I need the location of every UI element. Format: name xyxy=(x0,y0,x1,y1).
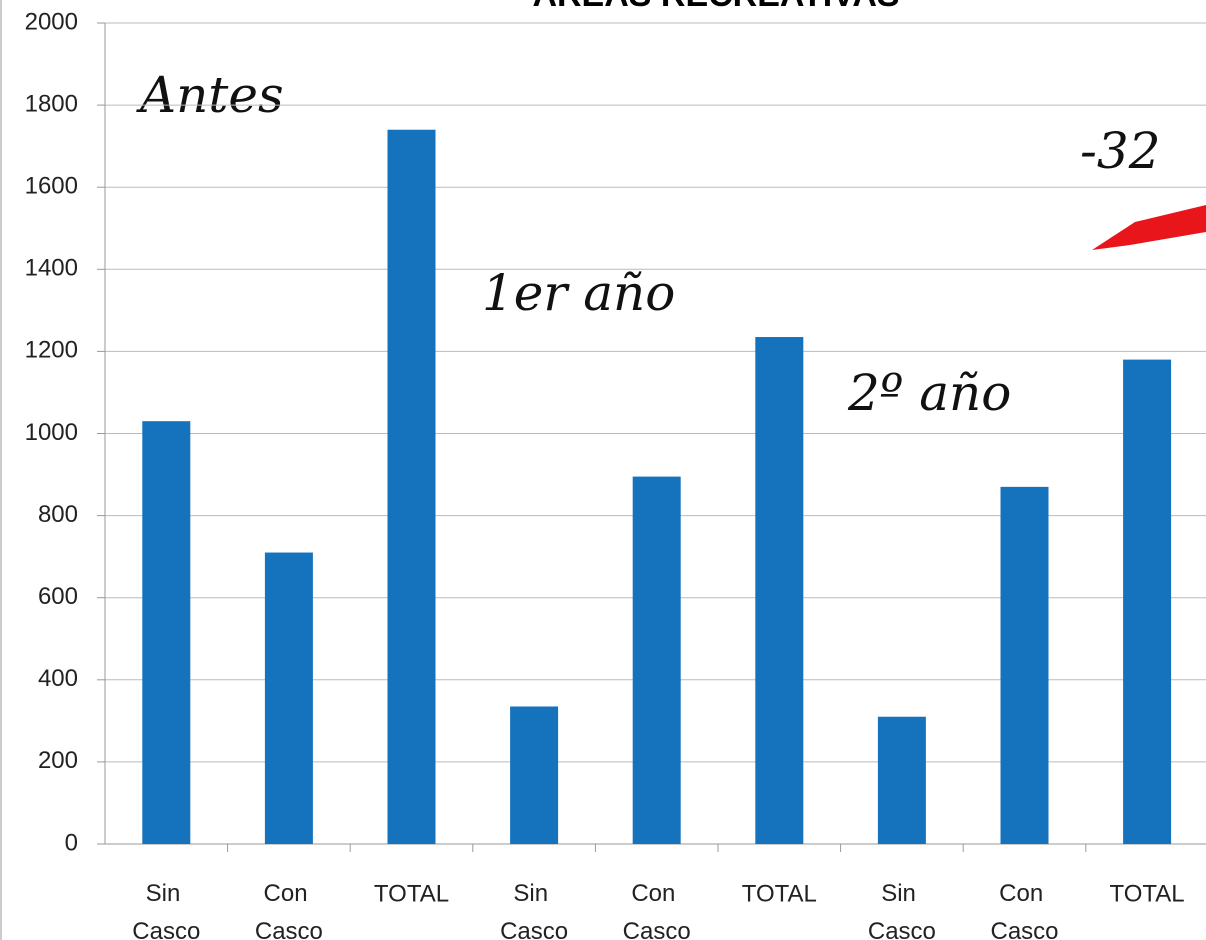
x-tick-label: Con Casco xyxy=(623,880,691,940)
x-tick-label: Con Casco xyxy=(990,880,1058,940)
bar xyxy=(755,337,804,844)
y-tick-label: 800 xyxy=(38,501,78,528)
x-tick-label-line: Casco xyxy=(990,918,1058,940)
y-tick-label: 0 xyxy=(65,829,78,856)
annotation: 2º año xyxy=(847,364,1011,422)
x-tick-label: Sin Casco xyxy=(132,880,200,940)
x-tick-label: Con Casco xyxy=(255,880,323,940)
y-tick-label: 200 xyxy=(38,747,78,774)
x-tick-label-line: Con xyxy=(264,880,315,907)
x-tick-label-line: Casco xyxy=(255,918,323,940)
bar xyxy=(1000,486,1049,844)
annotation: Antes xyxy=(136,66,284,124)
red-arrow xyxy=(1092,205,1206,250)
x-tick-label: Sin Casco xyxy=(868,880,936,940)
y-tick-label: 1000 xyxy=(25,419,78,446)
x-tick-label: TOTAL xyxy=(742,880,817,907)
x-tick-label-line: Sin xyxy=(513,880,554,907)
x-tick-label-line: Casco xyxy=(868,918,936,940)
x-tick-label-line: Casco xyxy=(500,918,568,940)
bar xyxy=(264,552,313,844)
x-tick-label: TOTAL xyxy=(1110,880,1185,907)
y-tick-label: 1200 xyxy=(25,337,78,364)
bar xyxy=(387,129,436,845)
bar xyxy=(877,716,926,844)
y-tick-label: 600 xyxy=(38,583,78,610)
bar xyxy=(1123,359,1172,844)
chart-title: ÁREAS RECREATIVAS xyxy=(532,0,899,14)
x-tick-label-line: Sin xyxy=(881,880,922,907)
y-tick-label: 400 xyxy=(38,665,78,692)
annotation: 1er año xyxy=(482,264,675,322)
annotation: -32 xyxy=(1080,122,1161,180)
y-tick-label: 1800 xyxy=(25,90,78,117)
x-tick-label-line: Sin xyxy=(146,880,187,907)
x-tick-label: Sin Casco xyxy=(500,880,568,940)
x-tick-label-line: Casco xyxy=(132,918,200,940)
bar xyxy=(632,476,681,844)
bar xyxy=(142,421,191,844)
y-tick-label: 2000 xyxy=(25,8,78,35)
bar xyxy=(510,706,559,844)
x-tick-label-line: Casco xyxy=(623,918,691,940)
y-tick-label: 1400 xyxy=(25,255,78,282)
y-tick-label: 1600 xyxy=(25,173,78,200)
x-tick-label: TOTAL xyxy=(374,880,449,907)
x-tick-label-line: Con xyxy=(999,880,1050,907)
x-tick-label-line: Con xyxy=(631,880,682,907)
